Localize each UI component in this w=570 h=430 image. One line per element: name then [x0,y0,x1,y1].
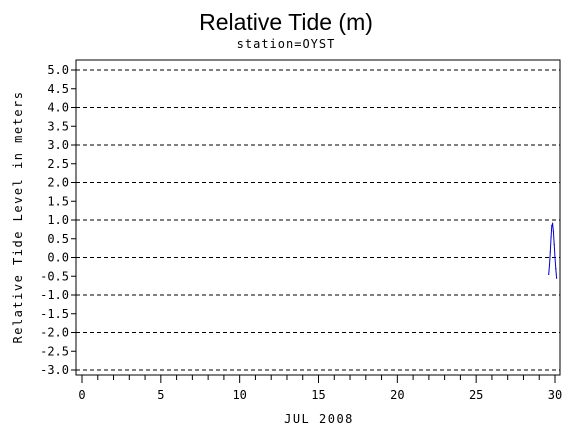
y-tick-label: 3.0 [47,138,69,152]
x-tick-label: 0 [78,388,85,402]
y-tick-label: 2.0 [47,176,69,190]
y-axis-ticks: 5.0 4.5 4.0 3.5 3.0 2.5 2.0 1.5 1.0 0.5 0.0 -0.5 -1.… [40,63,76,377]
x-tick-label: 25 [469,388,483,402]
y-tick-label: 4.5 [47,82,69,96]
chart-subtitle: station=OYST [237,37,336,51]
x-tick-label: 5 [157,388,164,402]
y-tick-label: -0.5 [40,269,69,283]
data-point [553,243,555,245]
y-tick-label: -2.5 [40,344,69,358]
y-tick-label: 4.0 [47,101,69,115]
y-tick-label: 5.0 [47,63,69,77]
data-point [555,268,557,270]
y-tick-label: -1.5 [40,307,69,321]
y-tick-label: 1.0 [47,213,69,227]
data-point [549,251,551,253]
chart-title: Relative Tide (m) [199,9,373,35]
y-axis-label: Relative Tide Level in meters [11,90,25,343]
data-point [551,225,553,227]
y-tick-label: 2.5 [47,157,69,171]
tide-series-line [548,221,558,279]
y-tick-label: 3.5 [47,119,69,133]
gridlines [76,69,560,371]
y-tick-label: 0.5 [47,232,69,246]
x-tick-label: 15 [311,388,325,402]
y-tick-label: -1.0 [40,288,69,302]
x-tick-label: 10 [232,388,246,402]
x-axis-ticks: 0 5 10 15 20 25 30 [78,375,562,402]
data-point [550,236,552,238]
data-point [548,264,551,266]
y-tick-label: 1.5 [47,194,69,208]
y-tick-label: -2.0 [40,326,69,340]
y-tick-label: 0.0 [47,251,69,265]
x-axis-label: JUL 2008 [284,412,354,426]
data-point [554,256,556,259]
data-point [552,223,554,225]
y-tick-label: -3.0 [40,363,69,377]
x-tick-label: 20 [390,388,404,402]
series-layer [548,221,558,279]
data-point [552,230,555,232]
x-tick-label: 30 [548,388,562,402]
data-point [548,273,550,275]
data-point [555,277,558,279]
